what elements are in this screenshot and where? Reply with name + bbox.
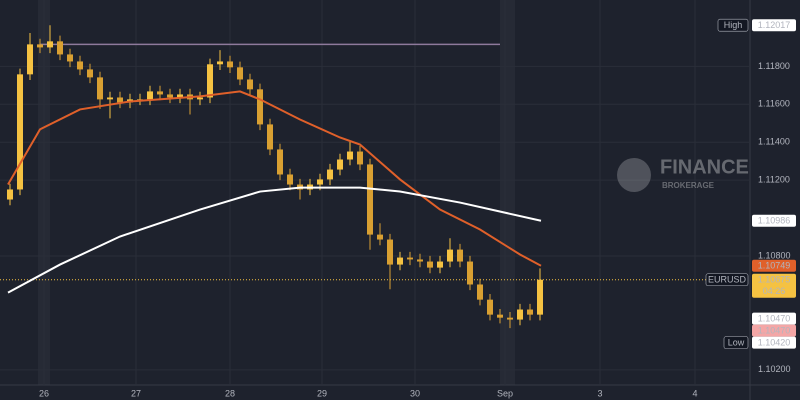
candle-body [387,239,393,265]
moving-average-line [7,186,542,294]
candle-body [477,284,483,300]
y-tick-label: 1.10800 [758,250,791,260]
candle-body [17,74,23,190]
candle-body [227,61,233,68]
price-label: 1.10470 [758,313,791,323]
x-tick-label: 4 [692,388,697,398]
watermark-logo [617,158,651,192]
x-tick-label: 29 [317,388,327,398]
candle-body [247,79,253,90]
y-tick-label: 1.11600 [758,99,790,109]
candle-body [467,261,473,285]
moving-average-line [7,90,542,267]
candle-body [347,151,353,160]
price-label-name: High [724,20,743,30]
candle-body [437,261,443,268]
price-label-box [752,324,796,337]
candle-body [107,97,113,100]
candle-body [487,299,493,315]
candle-body [337,159,343,170]
price-label-name-box [723,336,749,349]
candle-body [397,257,403,265]
price-label-box [752,19,796,32]
candle-body [457,249,463,262]
x-tick-label: 30 [410,388,420,398]
candle-body [497,314,503,318]
price-label-name: Low [728,337,745,347]
watermark-subtext: BROKERAGE [662,181,715,190]
candle-body [237,67,243,80]
price-label: 1.10470 [758,325,791,335]
x-tick-label: 26 [39,388,49,398]
x-tick-label: 28 [225,388,235,398]
candle-body [87,69,93,78]
price-label-box [752,312,796,325]
candle-body [97,77,103,100]
candle-body [77,61,83,70]
x-tick-label: 3 [597,388,602,398]
price-label: 1.12017 [758,20,791,30]
candle-body [147,91,153,100]
y-tick-label: 1.11400 [758,137,790,147]
price-label-name-box [705,273,749,287]
y-tick-label: 1.11800 [758,61,790,71]
candle-body [57,41,63,55]
price-label-name-box [717,18,749,32]
price-label-box [752,273,796,298]
candle-body [217,61,223,65]
candle-body [257,89,263,125]
candle-body [447,249,453,262]
candle-body [167,94,173,98]
watermark-text: FINANCE [660,156,749,178]
price-label-box [752,336,796,349]
candle-body [357,151,363,165]
price-label: 1.10749 [758,261,791,271]
candle-body [177,94,183,98]
candle-body [317,179,323,185]
candle-body [117,97,123,103]
x-tick-label: 27 [131,388,141,398]
price-label-box [752,214,796,227]
candle-body [27,44,33,75]
candle-body [157,91,163,95]
candle-body [7,189,13,200]
price-label: 1.10675 [758,275,791,285]
price-label-box [752,259,796,272]
price-label-name: EURUSD [708,275,747,285]
watermark: FINANCE BROKERAGE [617,156,749,192]
candle-body [287,174,293,185]
candle-body [267,124,273,150]
session-band [500,0,515,385]
candle-body [427,261,433,268]
price-label: 1.10986 [758,216,791,226]
candle-body [377,234,383,240]
candle-body [67,54,73,62]
candle-body [327,169,333,180]
price-label: 1.10420 [758,337,791,347]
y-tick-label: 1.11200 [758,175,790,185]
y-tick-label: 1.10200 [758,364,791,374]
candle-body [407,257,413,260]
candle-body [207,64,213,98]
candle-body [417,259,423,262]
candle-body [47,41,53,48]
candle-body [527,309,533,315]
candle-body [197,97,203,100]
candle-body [37,44,43,48]
x-tick-label: Sep [497,388,513,398]
price-label-countdown: 04:26 [763,286,786,296]
grid [0,0,750,385]
candle-body [517,309,523,320]
candle-body [277,149,283,175]
candle-body [507,317,513,320]
candle-body [537,279,543,315]
candle-body [367,164,373,235]
